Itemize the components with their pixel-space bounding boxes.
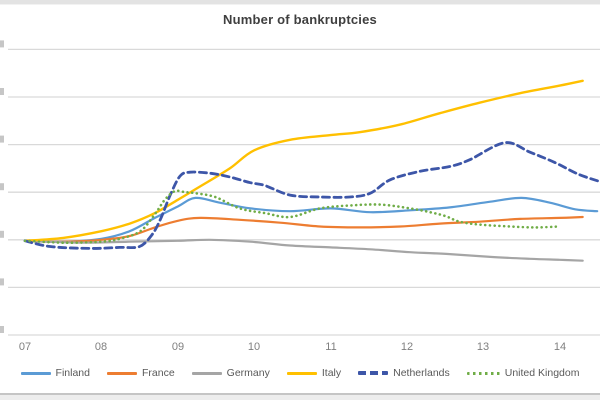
legend-label: Netherlands: [393, 367, 450, 379]
legend-label: Germany: [226, 367, 270, 379]
legend-label: Finland: [55, 367, 90, 379]
x-axis-label: 12: [400, 341, 414, 353]
legend-item-netherlands: Netherlands: [358, 367, 450, 379]
legend-label: United Kingdom: [504, 367, 580, 379]
y-tick-label-cropped: [0, 278, 4, 286]
y-tick-label-cropped: [0, 40, 4, 48]
y-tick-label-cropped: [0, 326, 4, 333]
legend-item-france: France: [106, 367, 175, 379]
legend-swatch-dotted: [466, 371, 500, 375]
bottom-edge-strip: [0, 393, 600, 400]
x-axis-label: 13: [476, 341, 490, 353]
x-axis-label: 14: [553, 341, 567, 353]
x-axis-label: 07: [18, 341, 32, 353]
legend-swatch-solid: [106, 371, 137, 375]
series-line-netherlands: [23, 141, 600, 250]
chart-title: Number of bankruptcies: [223, 12, 377, 27]
legend-item-united-kingdom: United Kingdom: [466, 367, 580, 379]
top-edge-strip: [0, 0, 600, 5]
y-tick-label-cropped: [0, 183, 4, 191]
series-line-united-kingdom: [23, 189, 560, 245]
x-axis-label: 10: [247, 341, 261, 353]
x-axis-label: 09: [171, 341, 185, 353]
x-axis-label: 08: [94, 341, 108, 353]
legend-label: France: [141, 367, 175, 379]
x-axis-label: 11: [325, 341, 337, 353]
series-line-italy: [23, 79, 584, 242]
legend-label: Italy: [321, 367, 342, 379]
legend-item-germany: Germany: [191, 367, 270, 379]
legend-item-finland: Finland: [20, 367, 90, 379]
chart-legend: Finland France Germany Italy Netherlands Unit…: [0, 367, 600, 379]
legend-swatch-dashed: [358, 371, 389, 375]
y-tick-label-cropped: [0, 135, 4, 143]
legend-item-italy: Italy: [286, 367, 342, 379]
legend-swatch-solid: [20, 371, 51, 375]
y-tick-label-cropped: [0, 230, 4, 238]
legend-swatch-solid: [191, 371, 222, 375]
y-tick-label-cropped: [0, 88, 4, 95]
series-line-germany: [23, 238, 584, 262]
series-line-finland: [23, 196, 599, 243]
legend-swatch-solid: [286, 371, 317, 375]
